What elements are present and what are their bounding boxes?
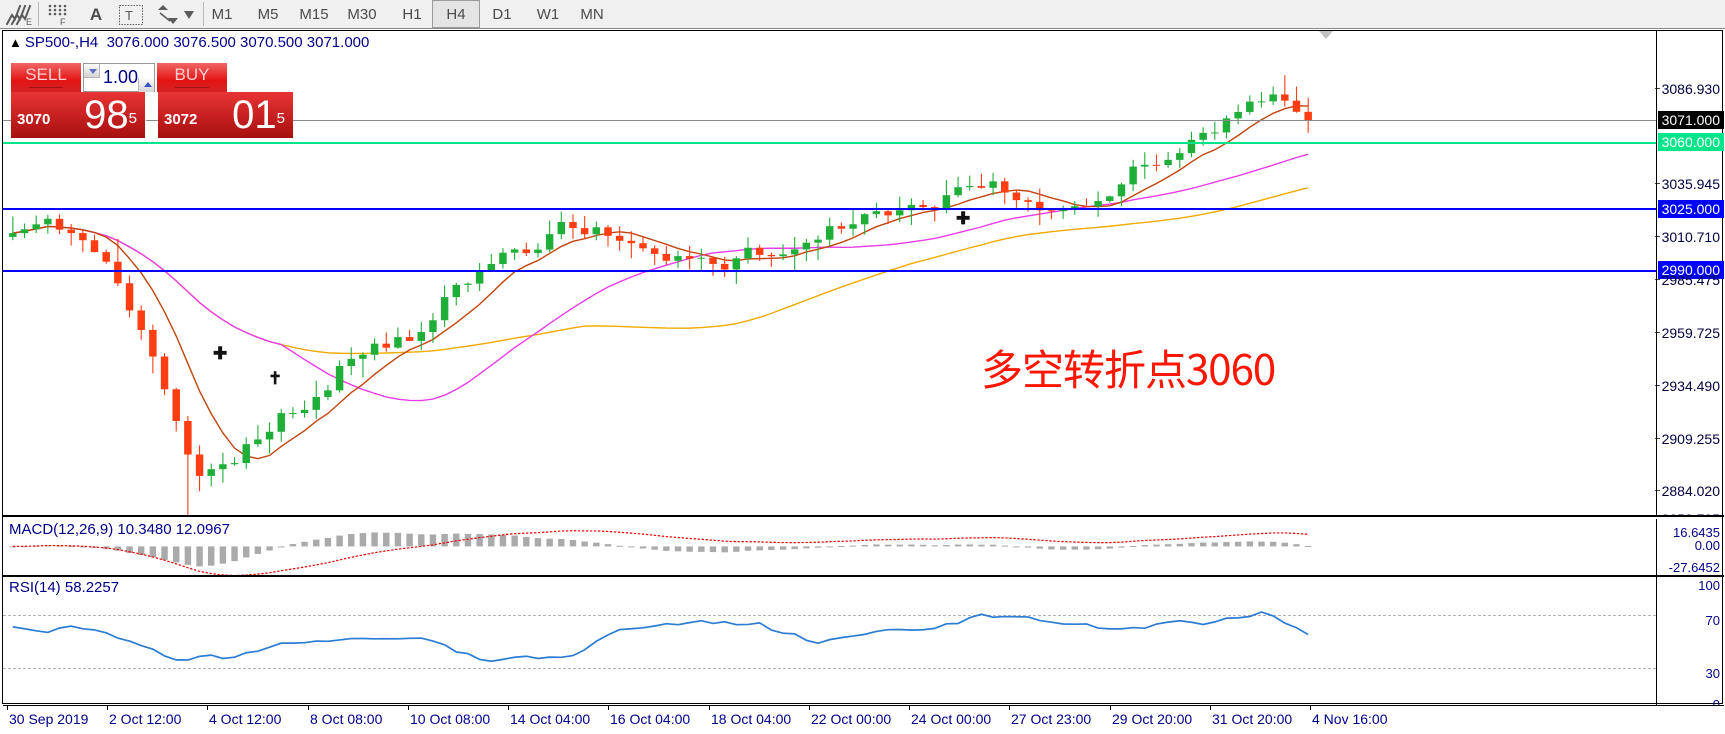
svg-text:F: F <box>60 17 66 26</box>
svg-text:E: E <box>26 17 32 26</box>
svg-text:T: T <box>125 8 133 23</box>
